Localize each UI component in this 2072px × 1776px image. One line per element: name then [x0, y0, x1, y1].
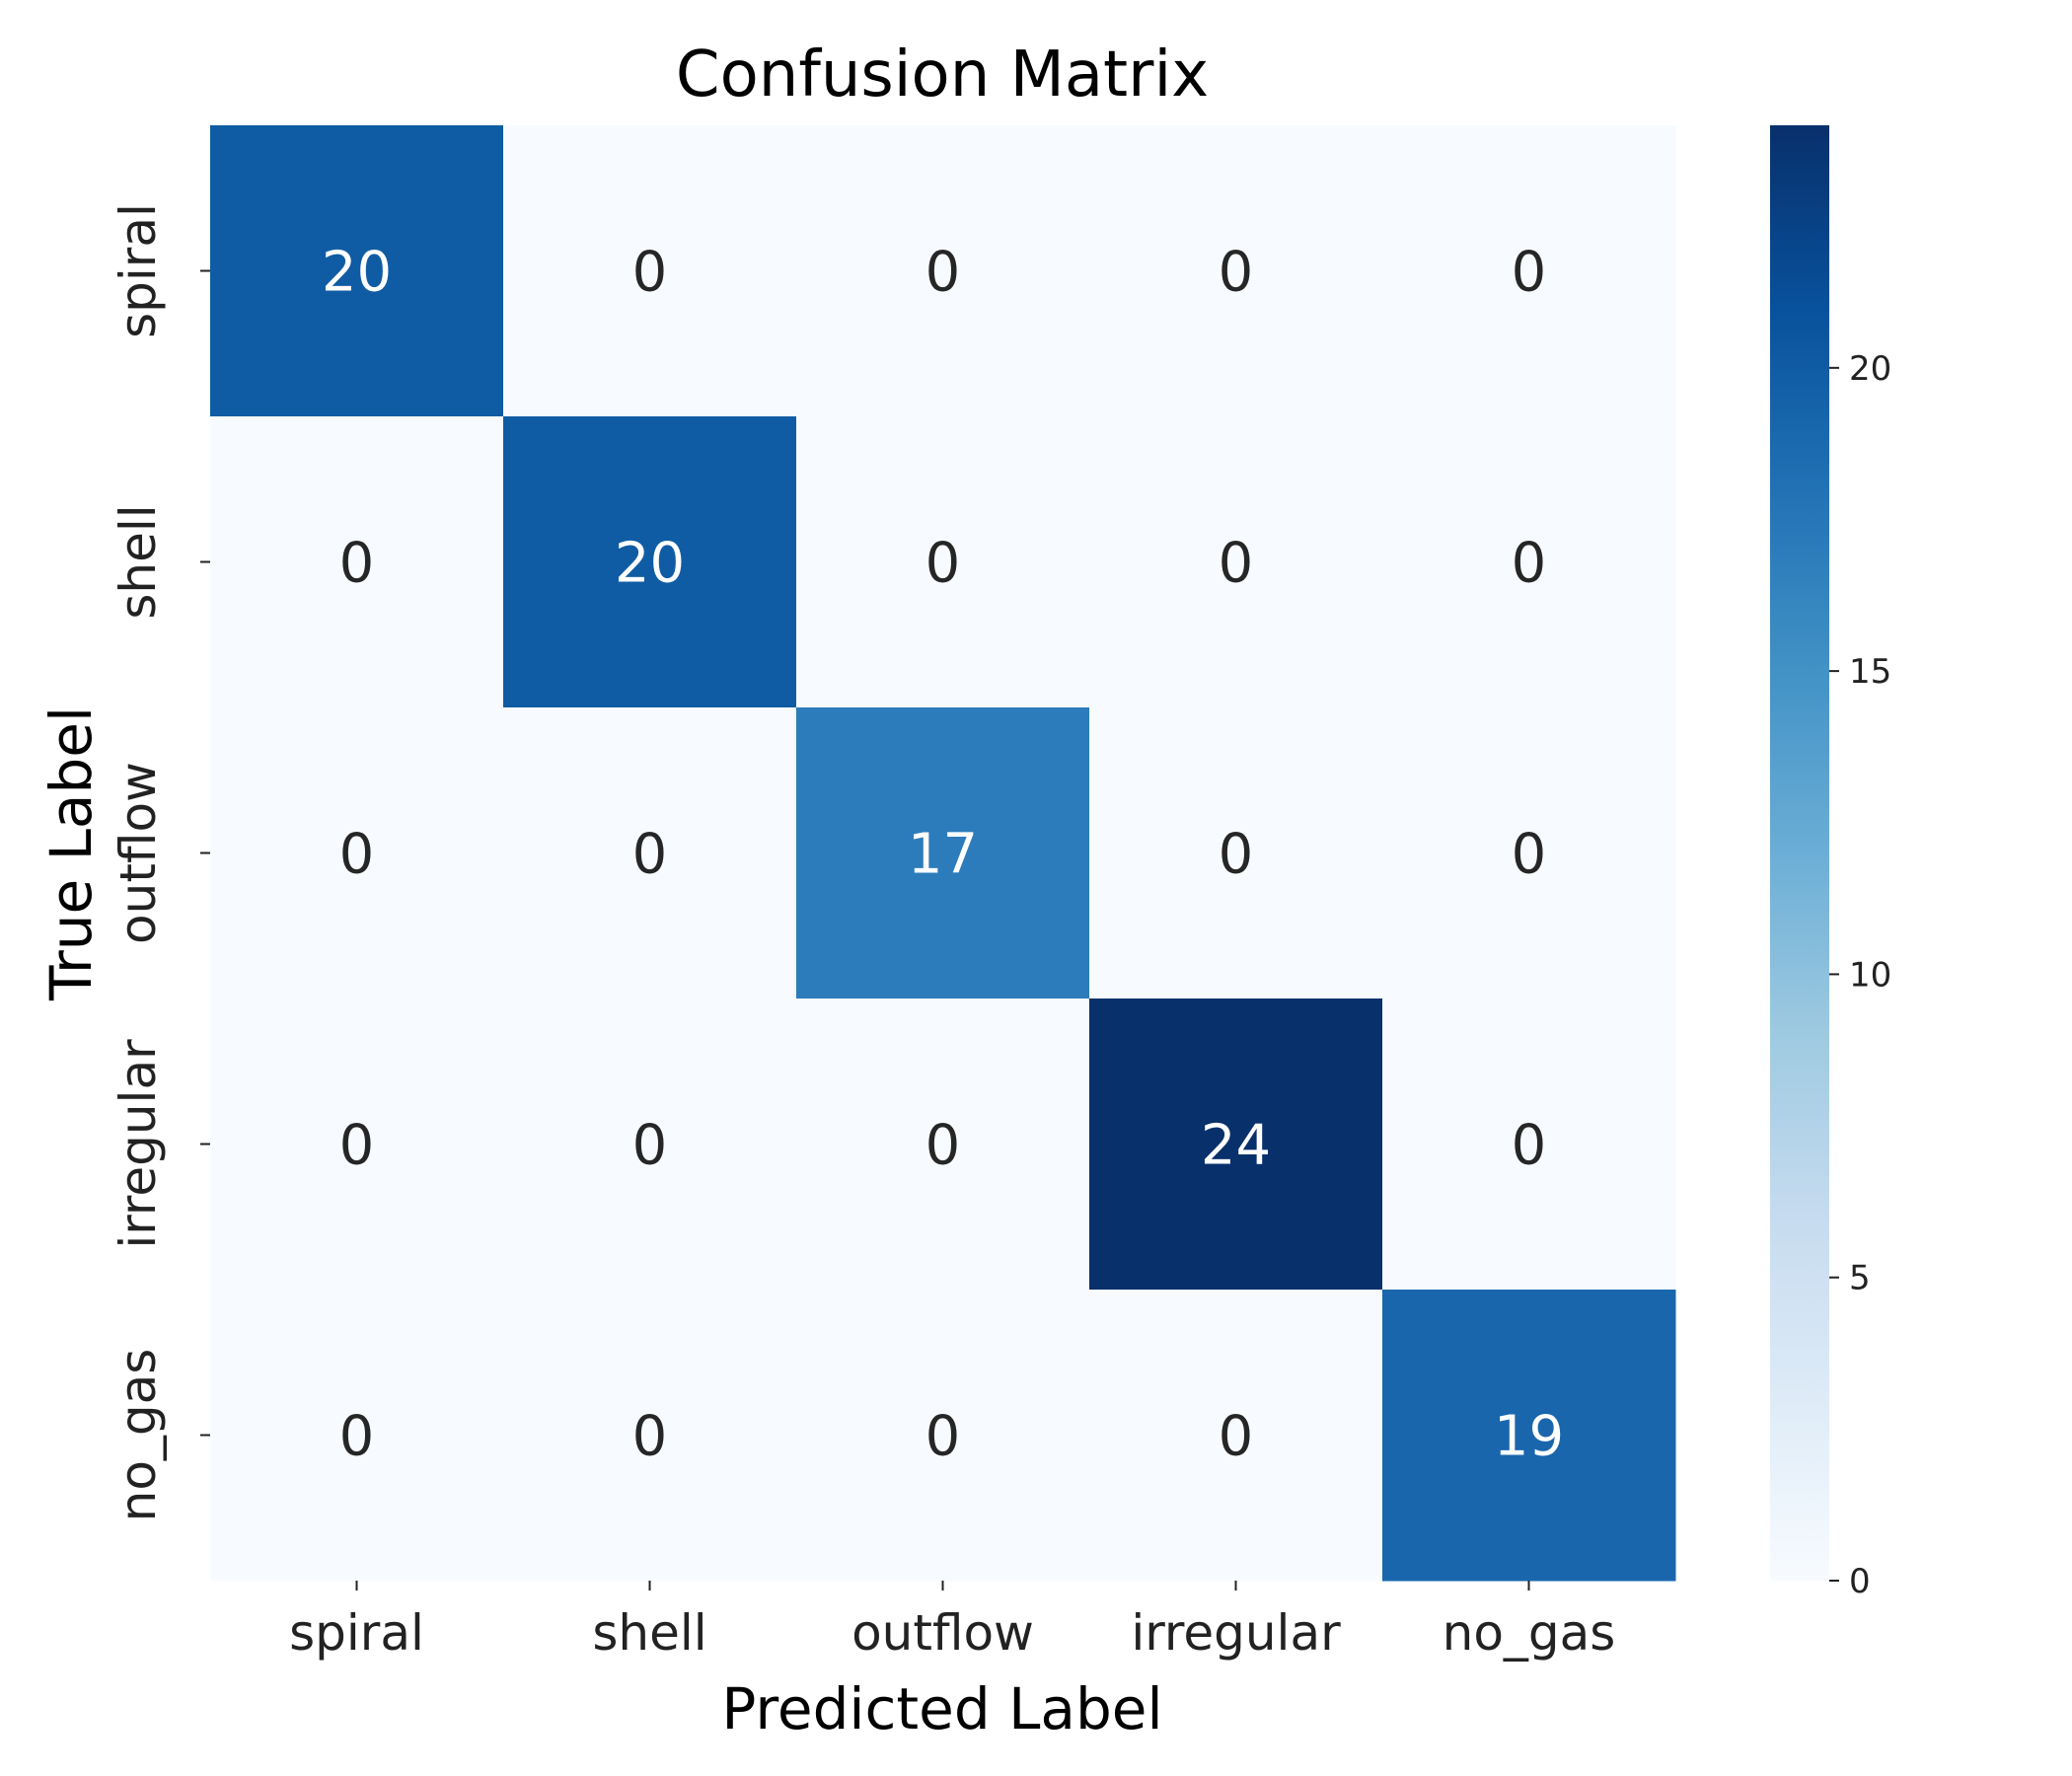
heatmap-cell-outflow-shell: [503, 707, 797, 999]
heatmap-cell-shell-no_gas: [1382, 416, 1676, 708]
colorbar-tick-label-0: 0: [1849, 1562, 1871, 1601]
heatmap-cell-no_gas-no_gas: [1382, 1290, 1676, 1582]
y-tick-label-no_gas: no_gas: [110, 1349, 167, 1522]
cell-value-no_gas-outflow: 0: [925, 1405, 961, 1469]
cell-value-spiral-spiral: 20: [322, 241, 392, 305]
cell-value-spiral-no_gas: 0: [1512, 241, 1547, 305]
x-tick-label-outflow: outflow: [851, 1604, 1034, 1662]
heatmap-cell-spiral-outflow: [796, 125, 1090, 417]
heatmap-cell-no_gas-irregular: [1089, 1290, 1383, 1582]
cell-value-outflow-shell: 0: [632, 823, 668, 887]
y-tick-label-irregular: irregular: [110, 1039, 167, 1249]
chart-title: Confusion Matrix: [676, 38, 1209, 111]
heatmap-cell-irregular-spiral: [210, 999, 504, 1291]
x-tick-label-shell: shell: [592, 1604, 706, 1662]
cell-value-spiral-outflow: 0: [925, 241, 961, 305]
cell-value-outflow-irregular: 0: [1219, 823, 1254, 887]
y-axis: spiral shell outflow irregular no_gas: [110, 203, 210, 1521]
cell-value-no_gas-irregular: 0: [1219, 1405, 1254, 1469]
heatmap-cell-spiral-shell: [503, 125, 797, 417]
cell-value-shell-outflow: 0: [925, 532, 961, 596]
cell-value-shell-irregular: 0: [1219, 532, 1254, 596]
heatmap-cell-irregular-outflow: [796, 999, 1090, 1291]
heatmap-cell-irregular-irregular: [1089, 999, 1383, 1291]
y-tick-label-shell: shell: [110, 504, 167, 619]
heatmap-cell-shell-shell: [503, 416, 797, 708]
y-tick-label-spiral: spiral: [110, 203, 167, 338]
cell-value-irregular-no_gas: 0: [1512, 1114, 1547, 1178]
heatmap-cell-outflow-irregular: [1089, 707, 1383, 999]
colorbar-tick-label-5: 5: [1849, 1259, 1871, 1298]
heatmap-cell-shell-outflow: [796, 416, 1090, 708]
x-axis-label: Predicted Label: [721, 1675, 1162, 1742]
heatmap-cell-outflow-spiral: [210, 707, 504, 999]
x-tick-label-spiral: spiral: [289, 1604, 424, 1662]
heatmap-cell-shell-spiral: [210, 416, 504, 708]
cell-value-spiral-irregular: 0: [1219, 241, 1254, 305]
cell-value-irregular-shell: 0: [632, 1114, 668, 1178]
cell-value-irregular-spiral: 0: [339, 1114, 375, 1178]
cell-value-irregular-outflow: 0: [925, 1114, 961, 1178]
cell-value-no_gas-spiral: 0: [339, 1405, 375, 1469]
x-tick-label-irregular: irregular: [1131, 1604, 1341, 1662]
colorbar: 0 5 10 15 20: [1770, 125, 1891, 1601]
heatmap-cell-outflow-outflow: [796, 707, 1090, 999]
heatmap-cell-spiral-spiral: [210, 125, 504, 417]
heatmap-cell-no_gas-outflow: [796, 1290, 1090, 1582]
colorbar-tick-label-15: 15: [1849, 652, 1891, 692]
heatmap-cell-spiral-no_gas: [1382, 125, 1676, 417]
cell-value-outflow-outflow: 17: [908, 823, 978, 887]
heatmap-cells: [210, 125, 1676, 1582]
cell-value-outflow-spiral: 0: [339, 823, 375, 887]
heatmap-cell-irregular-shell: [503, 999, 797, 1291]
x-axis: spiral shell outflow irregular no_gas: [289, 1581, 1615, 1662]
y-axis-label: True Label: [37, 706, 105, 1001]
colorbar-tick-label-20: 20: [1849, 349, 1891, 389]
heatmap-cell-outflow-no_gas: [1382, 707, 1676, 999]
heatmap-cell-shell-irregular: [1089, 416, 1383, 708]
colorbar-tick-label-10: 10: [1849, 955, 1891, 995]
cell-value-outflow-no_gas: 0: [1512, 823, 1547, 887]
x-tick-label-no_gas: no_gas: [1443, 1604, 1616, 1662]
cell-value-irregular-irregular: 24: [1201, 1114, 1271, 1178]
heatmap-cell-no_gas-spiral: [210, 1290, 504, 1582]
heatmap-cell-irregular-no_gas: [1382, 999, 1676, 1291]
cell-value-shell-shell: 20: [615, 532, 685, 596]
cell-value-no_gas-no_gas: 19: [1494, 1405, 1564, 1469]
cell-value-spiral-shell: 0: [632, 241, 668, 305]
cell-labels: 20 0 0 0 0 0 20 0 0 0 0 0 17 0 0 0 0 0 24 0 0 0 0 0 19: [322, 241, 1564, 1469]
cell-value-no_gas-shell: 0: [632, 1405, 668, 1469]
y-tick-label-outflow: outflow: [110, 762, 167, 944]
heatmap-cell-no_gas-shell: [503, 1290, 797, 1582]
heatmap-cell-spiral-irregular: [1089, 125, 1383, 417]
cell-value-shell-spiral: 0: [339, 532, 375, 596]
cell-value-shell-no_gas: 0: [1512, 532, 1547, 596]
colorbar-gradient: [1770, 125, 1829, 1581]
